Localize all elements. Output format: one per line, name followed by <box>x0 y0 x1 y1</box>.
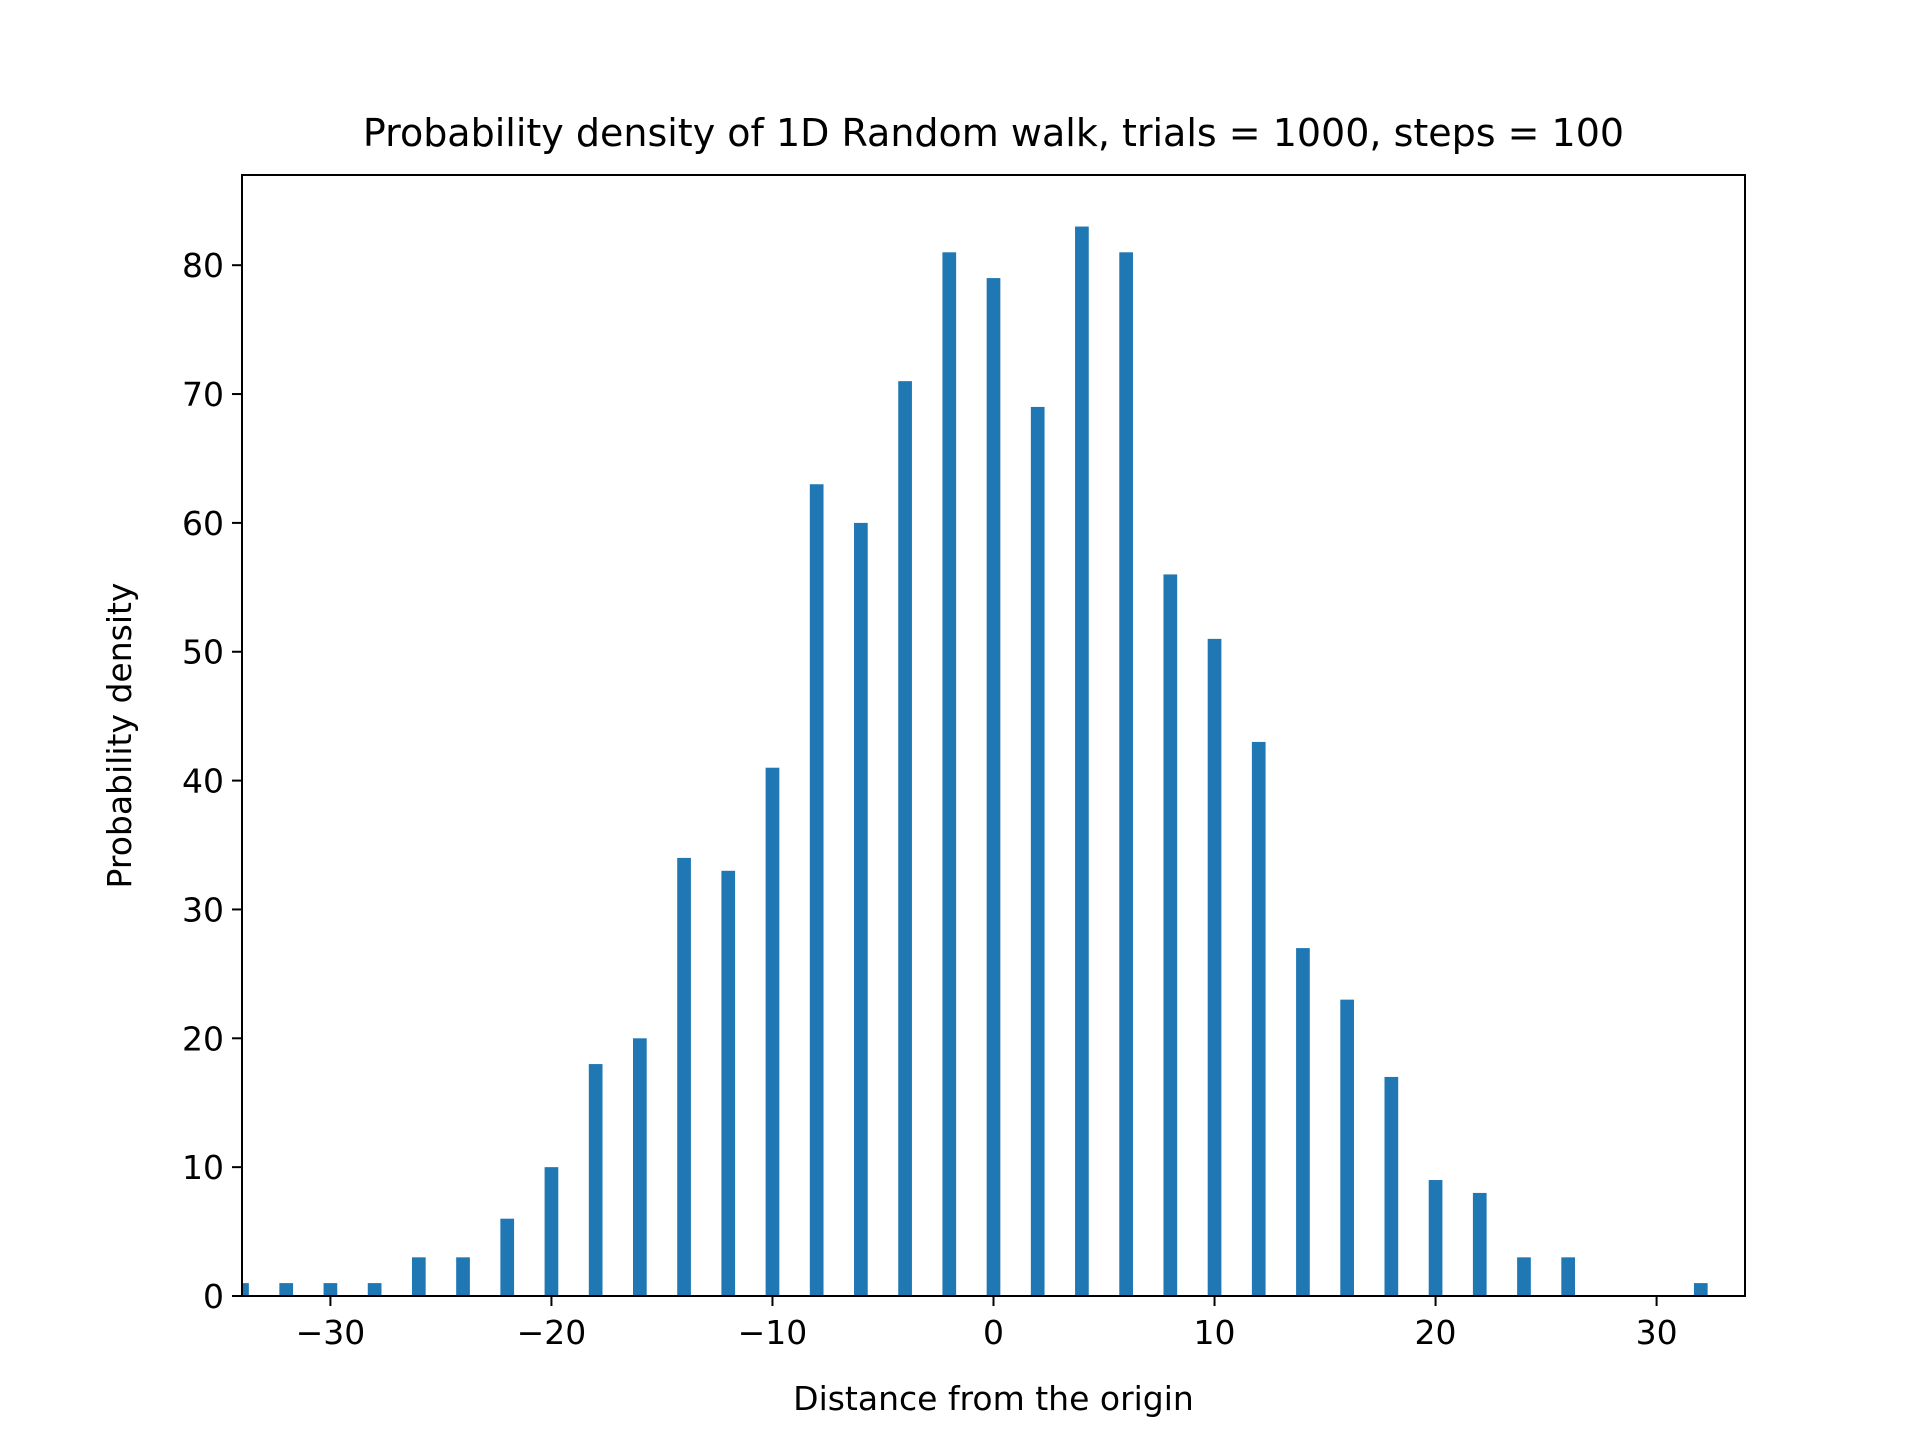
bar <box>1472 1192 1487 1296</box>
bar <box>1207 638 1222 1296</box>
bar <box>1163 574 1178 1296</box>
bar <box>677 857 691 1296</box>
bar <box>1428 1180 1443 1296</box>
bar <box>367 1283 382 1296</box>
bar <box>986 278 1001 1296</box>
bar <box>1340 999 1354 1296</box>
bar <box>721 870 736 1296</box>
bar <box>765 767 780 1296</box>
y-tick-label: 50 <box>182 633 224 672</box>
y-tick-label: 60 <box>182 504 224 543</box>
bar <box>1517 1257 1531 1296</box>
bar <box>1384 1076 1399 1296</box>
bar <box>588 1064 603 1296</box>
bar <box>633 1038 647 1296</box>
bar <box>500 1218 515 1296</box>
x-tick-label: −10 <box>738 1313 808 1352</box>
x-axis-label: Distance from the origin <box>793 1379 1194 1418</box>
bar <box>1119 252 1133 1296</box>
y-axis-label: Probability density <box>100 583 139 889</box>
x-tick-label: −20 <box>517 1313 587 1352</box>
x-axis-ticks: −30 −20 −10 0 10 20 30 <box>296 1296 1678 1352</box>
plot-frame <box>241 174 1746 1297</box>
x-tick-label: 30 <box>1636 1313 1678 1352</box>
bar <box>1296 948 1310 1296</box>
bar <box>242 1283 249 1296</box>
bar <box>544 1167 559 1296</box>
x-tick-label: −30 <box>296 1313 366 1352</box>
y-tick-label: 80 <box>182 246 224 285</box>
x-tick-label: 10 <box>1194 1313 1236 1352</box>
bar <box>1251 741 1266 1296</box>
y-tick-label: 40 <box>182 762 224 801</box>
y-tick-label: 20 <box>182 1019 224 1058</box>
bar <box>809 484 824 1296</box>
bar <box>323 1283 338 1296</box>
bar <box>854 522 868 1296</box>
y-tick-label: 0 <box>203 1277 224 1316</box>
bar <box>456 1257 470 1296</box>
y-tick-label: 30 <box>182 890 224 929</box>
bar <box>1075 226 1089 1296</box>
x-tick-label: 20 <box>1415 1313 1457 1352</box>
y-axis-ticks: 0 10 20 30 40 50 60 70 80 <box>182 246 242 1316</box>
bar <box>898 381 912 1296</box>
bar <box>1030 406 1045 1296</box>
bar <box>1693 1283 1708 1296</box>
bar <box>411 1257 426 1296</box>
bar <box>1561 1257 1576 1296</box>
bars-group <box>242 226 1708 1296</box>
y-tick-label: 70 <box>182 375 224 414</box>
chart-title: Probability density of 1D Random walk, t… <box>363 111 1624 155</box>
y-tick-label: 10 <box>182 1148 224 1187</box>
x-tick-label: 0 <box>983 1313 1004 1352</box>
bar <box>279 1283 294 1296</box>
bar <box>942 252 957 1296</box>
